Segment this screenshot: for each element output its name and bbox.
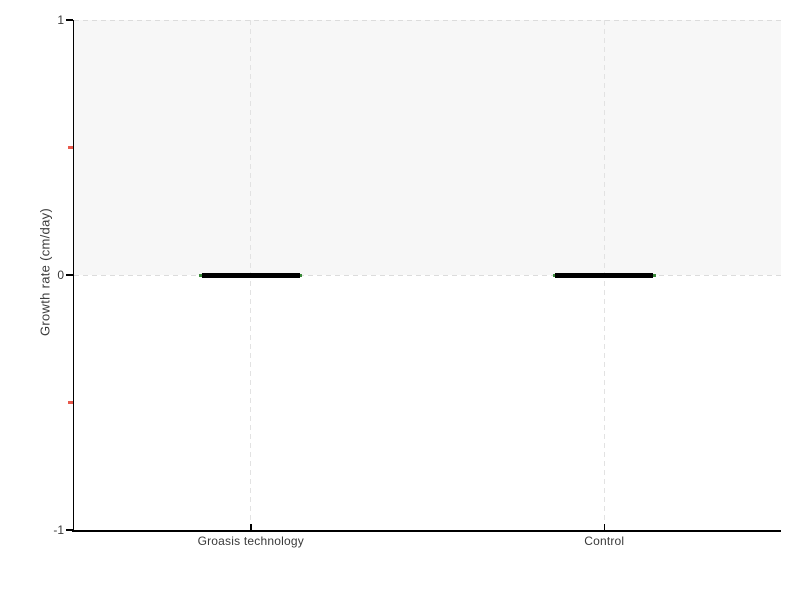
y-tick: [66, 274, 73, 276]
category-label: Groasis technology: [197, 534, 304, 548]
y-tick: [66, 19, 73, 21]
median-cap-right: [299, 273, 303, 277]
y-tick: [66, 529, 73, 531]
gridline-y: [74, 274, 781, 276]
y-minor-tick: [67, 146, 73, 149]
shaded-band: [74, 20, 781, 275]
median-cap-right: [652, 273, 656, 277]
gridline-y: [74, 19, 781, 21]
median-cap-left: [199, 273, 203, 277]
y-minor-tick: [67, 401, 73, 404]
y-tick-label: -1: [53, 523, 64, 537]
box-median: [555, 272, 654, 278]
x-axis-spine: [72, 529, 781, 532]
y-tick-label: 1: [57, 13, 64, 27]
category-label: Control: [584, 534, 625, 548]
box-median: [201, 272, 300, 278]
median-cap-left: [552, 273, 556, 277]
x-tick: [603, 524, 605, 530]
y-tick-label: 0: [57, 268, 64, 282]
y-axis-spine: [72, 20, 74, 531]
x-tick: [250, 524, 252, 530]
